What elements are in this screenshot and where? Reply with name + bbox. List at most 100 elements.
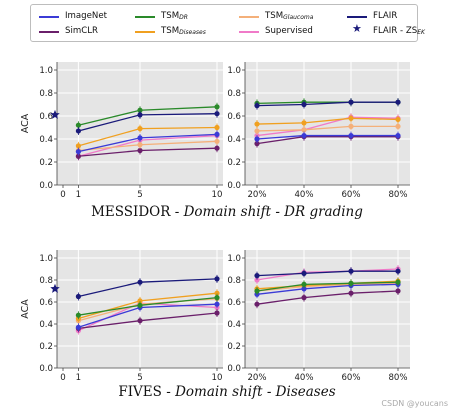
data-point — [395, 279, 401, 285]
series-tsm-dr — [254, 278, 401, 295]
data-point — [301, 295, 307, 301]
data-point — [137, 318, 143, 324]
data-point — [348, 99, 354, 105]
x-tick-label: 0 — [60, 373, 65, 383]
y-axis-label: ACA — [20, 113, 31, 133]
series-tsm-diseases — [254, 114, 401, 129]
data-point — [214, 310, 220, 316]
data-point — [301, 127, 307, 133]
series-flair — [75, 274, 220, 301]
messidor-title: MESSIDOR - Domain shift - DR grading — [91, 204, 363, 220]
chart-fives-left: 0.0 0.2 0.4 0.6 0.8 1.0 0 1 5 10 ACA — [20, 250, 223, 383]
data-point — [137, 126, 143, 132]
series-line — [256, 101, 398, 107]
y-tick-label: 0.2 — [227, 342, 241, 352]
y-tick-label: 0.4 — [39, 135, 53, 145]
x-tick-label: 5 — [137, 373, 142, 383]
star-icon: ★ — [352, 22, 362, 35]
x-tick-label: 1 — [76, 373, 81, 383]
series-line — [256, 290, 399, 305]
series-flair — [75, 109, 220, 135]
data-point — [214, 295, 220, 301]
data-point — [214, 124, 220, 131]
data-point — [301, 120, 307, 126]
legend-label: SimCLR — [65, 26, 98, 36]
data-point — [254, 103, 260, 109]
data-point — [254, 301, 260, 307]
series-line — [256, 282, 399, 292]
legend-swatch — [39, 31, 59, 33]
data-point — [254, 288, 260, 294]
data-point — [137, 279, 143, 285]
zero-shot-star-icon — [50, 283, 60, 293]
messidor-shift-label: Domain shift - DR grading — [183, 204, 363, 220]
legend-label: Supervised — [265, 26, 313, 36]
legend-label: TSMDR — [161, 11, 188, 21]
fives-title: FIVES - Domain shift - Diseases — [118, 384, 336, 400]
data-point — [301, 101, 307, 108]
y-tick-label: 0.0 — [39, 181, 53, 191]
series-line — [256, 136, 398, 145]
x-tick-label: 40% — [294, 373, 313, 383]
y-tick-label: 0.6 — [227, 298, 241, 308]
x-tick-label: 5 — [137, 190, 142, 200]
y-tick-label: 1.0 — [39, 66, 53, 76]
legend-label: TSMDiseases — [161, 26, 206, 36]
y-tick-label: 0.4 — [227, 320, 241, 330]
y-tick-label: 1.0 — [39, 254, 53, 264]
data-point — [348, 132, 354, 139]
data-point — [75, 312, 81, 318]
x-tick-label: 80% — [388, 373, 407, 383]
data-point — [137, 302, 143, 308]
data-point — [75, 128, 81, 134]
data-point — [301, 132, 307, 139]
series-line — [256, 134, 398, 140]
data-point — [348, 123, 354, 129]
fives-dataset-name: FIVES — [118, 384, 162, 400]
x-tick-label: 10 — [212, 190, 223, 200]
y-tick-label: 0.8 — [39, 89, 53, 99]
zero-shot-star-icon — [50, 109, 60, 119]
data-point — [75, 143, 81, 149]
data-point — [75, 324, 81, 330]
data-point — [254, 121, 260, 127]
data-point — [301, 281, 307, 287]
y-tick-label: 0.4 — [227, 135, 241, 145]
data-point — [395, 123, 401, 129]
chart-legend: ImageNet TSMDR TSMGlaucoma FLAIR SimCLR TSMDi… — [30, 4, 425, 42]
legend-swatch — [135, 31, 155, 33]
data-point — [75, 149, 81, 155]
y-tick-label: 0.2 — [227, 158, 241, 168]
y-tick-label: 0.8 — [39, 276, 53, 286]
data-point — [348, 280, 354, 286]
series-tsm-dr — [75, 102, 220, 130]
series-line — [256, 117, 399, 125]
data-point — [301, 270, 307, 276]
data-point — [214, 276, 220, 282]
series-tsm-diseases — [75, 123, 220, 150]
series-line — [256, 283, 399, 295]
watermark: CSDN @youcans — [381, 399, 448, 408]
data-point — [214, 111, 220, 117]
data-point — [254, 141, 260, 147]
y-tick-label: 1.0 — [227, 66, 241, 76]
data-point — [395, 116, 401, 123]
data-point — [214, 104, 220, 110]
data-point — [137, 147, 143, 154]
data-point — [348, 115, 354, 121]
x-tick-label: 20% — [247, 190, 266, 200]
data-point — [395, 268, 401, 274]
x-tick-label: 80% — [388, 190, 407, 200]
y-tick-label: 0.0 — [39, 364, 53, 374]
x-tick-label: 0 — [60, 190, 65, 200]
data-point — [395, 132, 401, 139]
data-point — [214, 131, 220, 137]
y-tick-label: 0.8 — [227, 276, 241, 286]
data-point — [348, 290, 354, 296]
x-tick-label: 60% — [341, 373, 360, 383]
y-tick-label: 0.0 — [227, 364, 241, 374]
data-point — [214, 290, 220, 296]
legend-swatch — [347, 16, 367, 18]
y-tick-label: 1.0 — [227, 254, 241, 264]
